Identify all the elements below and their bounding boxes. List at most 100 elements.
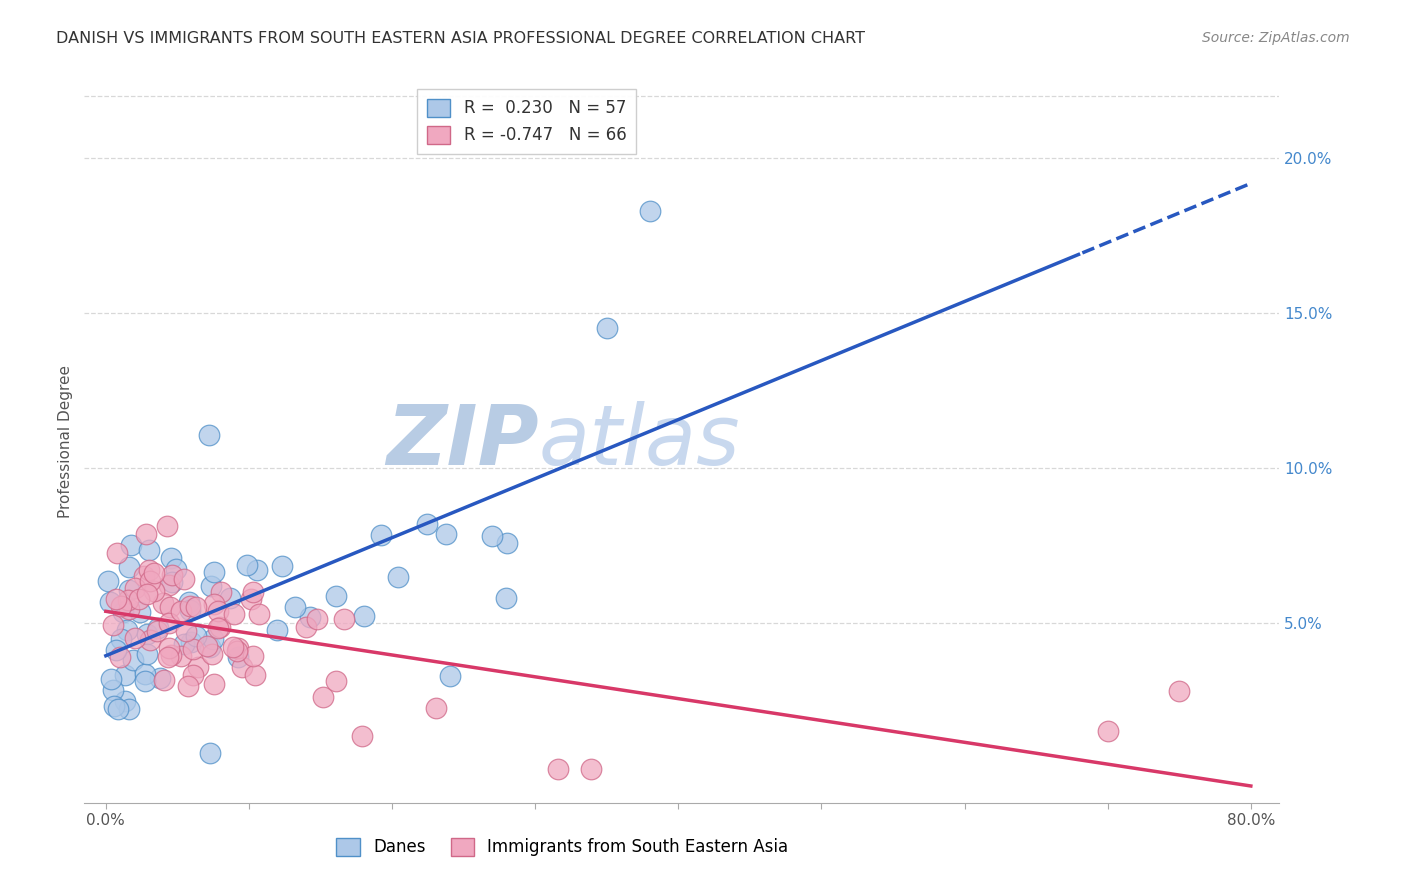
Point bbox=[156, 649, 179, 664]
Point bbox=[105, 546, 128, 560]
Point bbox=[138, 574, 160, 588]
Y-axis label: Professional Degree: Professional Degree bbox=[58, 365, 73, 518]
Point bbox=[124, 581, 146, 595]
Point bbox=[209, 584, 232, 599]
Point bbox=[226, 650, 249, 665]
Point bbox=[202, 565, 225, 579]
Point bbox=[208, 620, 231, 634]
Text: atlas: atlas bbox=[538, 401, 740, 482]
Point bbox=[198, 746, 221, 760]
Point bbox=[170, 649, 193, 664]
Point bbox=[152, 596, 174, 610]
Point bbox=[135, 526, 157, 541]
Point bbox=[117, 592, 139, 607]
Point bbox=[187, 660, 209, 674]
Point bbox=[146, 621, 169, 635]
Point bbox=[103, 698, 125, 713]
Point bbox=[579, 762, 602, 776]
Point bbox=[177, 595, 200, 609]
Point bbox=[101, 683, 124, 698]
Point bbox=[138, 563, 160, 577]
Point bbox=[107, 702, 129, 716]
Point bbox=[416, 516, 439, 531]
Point bbox=[596, 321, 619, 335]
Point bbox=[134, 666, 156, 681]
Point bbox=[98, 595, 121, 609]
Point bbox=[181, 642, 204, 657]
Point bbox=[226, 640, 249, 655]
Point bbox=[240, 591, 263, 606]
Point bbox=[271, 559, 294, 574]
Point bbox=[159, 599, 181, 614]
Point bbox=[114, 693, 136, 707]
Point bbox=[139, 633, 162, 648]
Point bbox=[184, 599, 207, 614]
Point bbox=[110, 632, 132, 647]
Point bbox=[136, 627, 159, 641]
Point bbox=[299, 610, 322, 624]
Point bbox=[105, 643, 128, 657]
Point bbox=[146, 624, 169, 639]
Point bbox=[225, 643, 247, 657]
Point bbox=[143, 583, 166, 598]
Point bbox=[242, 649, 264, 664]
Point bbox=[246, 563, 269, 577]
Point bbox=[1168, 684, 1191, 698]
Point bbox=[118, 560, 141, 574]
Point bbox=[165, 562, 187, 576]
Point bbox=[157, 578, 180, 592]
Point bbox=[207, 604, 229, 618]
Point bbox=[370, 528, 392, 542]
Point bbox=[159, 551, 181, 566]
Point bbox=[128, 591, 150, 606]
Point bbox=[104, 592, 127, 607]
Point bbox=[236, 558, 259, 573]
Point bbox=[202, 597, 225, 611]
Point bbox=[353, 609, 375, 624]
Point bbox=[333, 612, 356, 626]
Point bbox=[224, 607, 246, 621]
Point bbox=[134, 674, 156, 689]
Point bbox=[425, 701, 447, 715]
Point bbox=[638, 203, 661, 218]
Point bbox=[284, 599, 307, 614]
Point bbox=[197, 427, 219, 442]
Point bbox=[387, 570, 409, 584]
Point bbox=[201, 632, 224, 646]
Point bbox=[1097, 724, 1119, 739]
Point bbox=[173, 637, 195, 651]
Point bbox=[156, 518, 179, 533]
Point bbox=[97, 574, 120, 588]
Point bbox=[547, 762, 569, 776]
Point bbox=[496, 535, 519, 549]
Point bbox=[153, 673, 176, 687]
Point bbox=[195, 639, 218, 653]
Point bbox=[439, 669, 461, 683]
Point bbox=[180, 635, 202, 649]
Point bbox=[159, 640, 181, 655]
Point bbox=[201, 647, 224, 661]
Point bbox=[157, 616, 180, 631]
Point bbox=[325, 673, 347, 688]
Point bbox=[120, 538, 142, 552]
Point bbox=[148, 671, 170, 685]
Point bbox=[112, 605, 135, 619]
Point bbox=[160, 648, 183, 662]
Point bbox=[122, 653, 145, 667]
Point bbox=[118, 602, 141, 616]
Point bbox=[136, 647, 159, 661]
Point bbox=[186, 629, 208, 643]
Point bbox=[162, 574, 184, 589]
Point bbox=[200, 640, 222, 654]
Point bbox=[114, 668, 136, 682]
Point bbox=[142, 566, 165, 580]
Point bbox=[245, 667, 267, 681]
Point bbox=[170, 604, 193, 618]
Point bbox=[118, 583, 141, 598]
Text: ZIP: ZIP bbox=[385, 401, 538, 482]
Point bbox=[325, 589, 347, 603]
Point bbox=[179, 603, 201, 617]
Point bbox=[481, 529, 503, 543]
Point bbox=[124, 632, 146, 646]
Point bbox=[179, 599, 201, 614]
